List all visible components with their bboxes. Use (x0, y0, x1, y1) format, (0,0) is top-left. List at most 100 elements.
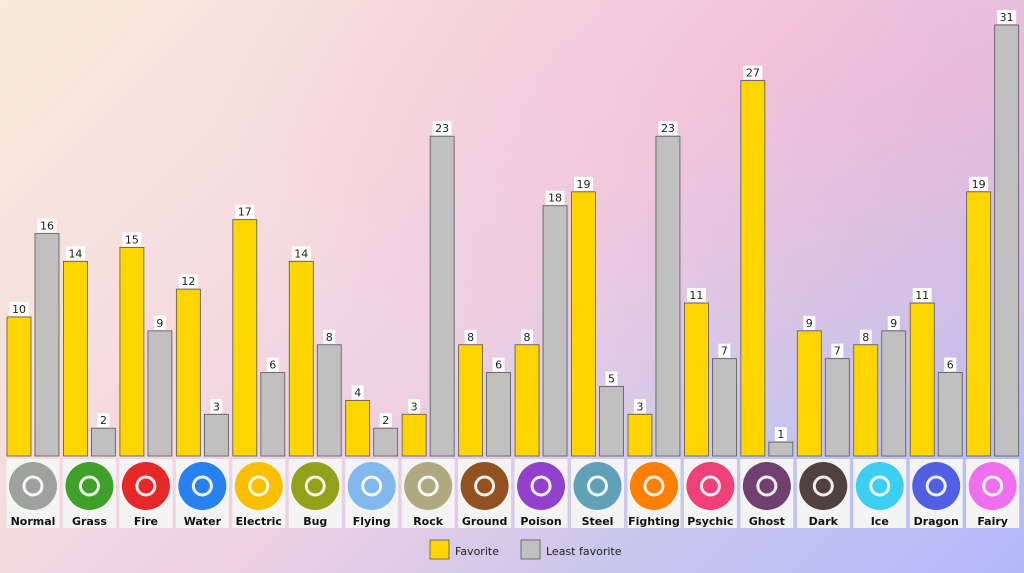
water-type-icon (178, 462, 227, 510)
value-label-bg-least-favorite-fairy (997, 10, 1017, 24)
psychic-type-icon-glyph (699, 475, 721, 497)
bar-favorite-ground (458, 344, 484, 457)
bar-favorite-dragon (909, 302, 935, 457)
value-label-favorite-dragon: 11 (915, 289, 929, 302)
bar-least-favorite-dark (824, 358, 850, 457)
ghost-type-icon (742, 462, 791, 510)
bar-least-favorite-flying (373, 427, 399, 457)
type-label-ice: Ice (871, 515, 889, 528)
bar-least-favorite-rock (429, 135, 455, 457)
value-label-favorite-fire: 15 (125, 233, 139, 246)
value-label-bg-least-favorite-steel (605, 371, 618, 386)
type-label-fire: Fire (134, 515, 158, 528)
value-label-bg-favorite-flying (351, 385, 364, 400)
bar-favorite-poison (514, 344, 540, 457)
bar-favorite-fire (119, 247, 145, 457)
flying-type-icon-glyph (361, 475, 383, 497)
value-label-favorite-psychic: 11 (689, 289, 703, 302)
value-label-bg-least-favorite-ghost (774, 427, 787, 442)
ground-type-icon-glyph (474, 475, 496, 497)
value-label-bg-favorite-ground (464, 329, 477, 344)
steel-type-icon (573, 462, 622, 510)
type-label-water: Water (184, 515, 222, 528)
value-label-least-favorite-fighting: 23 (661, 122, 675, 135)
dragon-type-icon-glyph (925, 475, 947, 497)
legend-swatch-least-favorite (520, 539, 541, 560)
value-label-bg-favorite-ice (859, 329, 872, 344)
value-label-bg-favorite-psychic (686, 288, 706, 303)
value-label-bg-least-favorite-fighting (658, 121, 678, 136)
type-label-electric: Electric (236, 515, 282, 528)
type-tick-flying: Flying (345, 459, 399, 528)
bar-least-favorite-bug (316, 344, 342, 457)
type-tick-ghost: Ghost (740, 459, 794, 528)
type-tick-electric: Electric (232, 459, 286, 528)
type-tick-fire: Fire (119, 459, 173, 528)
value-label-favorite-poison: 8 (524, 331, 531, 344)
value-label-bg-least-favorite-poison (545, 190, 565, 205)
value-labels-layer: 1016142159123176148423238681819532311727… (9, 10, 1017, 442)
value-label-bg-least-favorite-bug (323, 329, 336, 344)
value-label-bg-favorite-dragon (912, 288, 932, 303)
value-label-favorite-normal: 10 (12, 303, 26, 316)
bar-least-favorite-water (203, 413, 229, 457)
value-label-least-favorite-ice: 9 (890, 317, 897, 330)
legend-item-least-favorite: Least favorite (520, 539, 622, 560)
bar-favorite-steel (571, 191, 596, 457)
type-label-poison: Poison (520, 515, 561, 528)
value-label-bg-favorite-electric (235, 204, 255, 219)
bar-favorite-dark (796, 330, 822, 457)
value-label-bg-least-favorite-flying (379, 413, 392, 428)
bar-favorite-fighting (627, 413, 653, 457)
value-label-favorite-bug: 14 (294, 247, 308, 260)
value-label-least-favorite-ghost: 1 (777, 428, 784, 441)
value-label-least-favorite-ground: 6 (495, 359, 502, 372)
value-label-bg-favorite-fire (122, 232, 142, 247)
value-label-bg-least-favorite-fire (153, 315, 166, 330)
legend-swatch-favorite (429, 539, 450, 560)
value-label-favorite-ice: 8 (862, 331, 869, 344)
value-label-bg-least-favorite-ice (887, 315, 900, 330)
bar-least-favorite-poison (542, 205, 568, 457)
normal-type-icon (9, 462, 57, 510)
legend-item-favorite: Favorite (429, 539, 499, 560)
dark-type-icon-glyph (812, 475, 834, 497)
value-label-least-favorite-dark: 7 (834, 345, 841, 358)
value-label-favorite-electric: 17 (238, 206, 252, 219)
type-tick-fairy: Fairy (966, 459, 1020, 528)
bar-least-favorite-psychic (712, 358, 737, 457)
value-label-bg-favorite-grass (65, 246, 85, 261)
value-label-bg-least-favorite-dark (831, 343, 844, 358)
bar-least-favorite-dragon (937, 372, 963, 457)
bar-least-favorite-normal (34, 233, 60, 457)
type-label-normal: Normal (11, 515, 56, 528)
value-label-least-favorite-dragon: 6 (947, 359, 954, 372)
value-label-bg-favorite-ghost (743, 65, 763, 80)
value-label-bg-least-favorite-ground (492, 357, 505, 372)
value-label-bg-least-favorite-electric (266, 357, 279, 372)
type-label-ground: Ground (462, 515, 508, 528)
type-tick-dragon: Dragon (909, 459, 963, 528)
type-label-dark: Dark (809, 515, 839, 528)
value-label-favorite-fairy: 19 (972, 178, 986, 191)
ice-type-icon-glyph (869, 475, 891, 497)
type-label-psychic: Psychic (687, 515, 733, 528)
value-label-bg-least-favorite-psychic (718, 343, 731, 358)
bar-favorite-rock (401, 413, 427, 457)
value-label-favorite-grass: 14 (68, 247, 82, 260)
dark-type-icon (799, 462, 848, 510)
bug-type-icon (291, 462, 340, 510)
bar-least-favorite-ground (486, 372, 512, 457)
bar-favorite-bug (288, 260, 314, 457)
bug-type-icon-glyph (304, 475, 326, 497)
fighting-type-icon-glyph (643, 475, 665, 497)
bar-favorite-normal (6, 316, 32, 457)
type-label-bug: Bug (303, 515, 327, 528)
type-tick-normal: Normal (6, 459, 60, 528)
value-label-favorite-ground: 8 (467, 331, 474, 344)
type-tick-psychic: Psychic (683, 459, 737, 528)
fire-type-icon (121, 462, 170, 510)
fire-type-icon-glyph (135, 475, 157, 497)
value-label-least-favorite-psychic: 7 (721, 345, 728, 358)
dragon-type-icon (912, 462, 961, 510)
